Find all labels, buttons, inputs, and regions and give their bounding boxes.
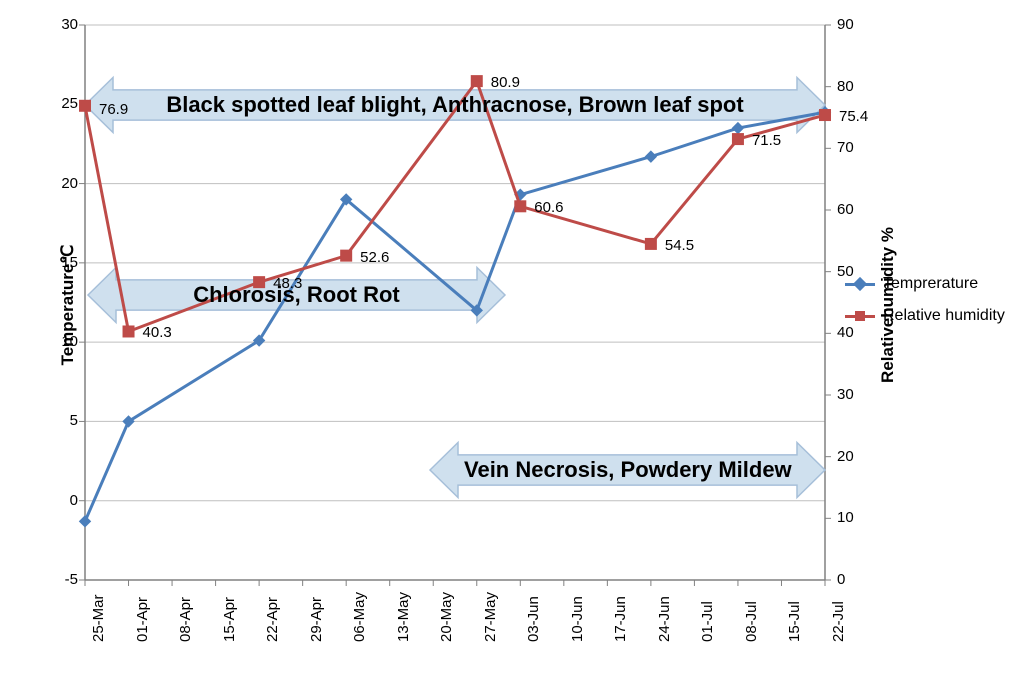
series-marker — [645, 238, 656, 249]
y-right-tick: 90 — [837, 16, 854, 33]
data-label: 71.5 — [752, 132, 781, 149]
series-marker — [471, 76, 482, 87]
series-marker — [515, 201, 526, 212]
annotation-text: Vein Necrosis, Powdery Mildew — [464, 457, 791, 483]
series-marker — [820, 110, 831, 121]
series-marker — [80, 100, 91, 111]
y-left-tick: 10 — [40, 333, 78, 350]
series-marker — [341, 250, 352, 261]
series-marker — [732, 134, 743, 145]
x-tick: 24-Jun — [656, 596, 673, 642]
y-left-tick: 5 — [40, 412, 78, 429]
y-right-tick: 40 — [837, 324, 854, 341]
y-right-tick: 10 — [837, 509, 854, 526]
legend-item: Temprerature — [845, 275, 1005, 293]
y-right-tick: 30 — [837, 386, 854, 403]
x-tick: 22-Jul — [830, 601, 847, 642]
data-label: 75.4 — [839, 108, 868, 125]
y-left-axis-label: Temperature℃ — [58, 205, 78, 405]
x-tick: 27-May — [482, 592, 499, 642]
series-marker — [732, 123, 743, 134]
x-tick: 22-Apr — [264, 597, 281, 642]
x-tick: 20-May — [438, 592, 455, 642]
y-left-tick: 15 — [40, 254, 78, 271]
diamond-marker-icon — [853, 276, 867, 290]
x-tick: 15-Apr — [221, 597, 238, 642]
x-tick: 15-Jul — [786, 601, 803, 642]
x-tick: 29-Apr — [308, 597, 325, 642]
square-marker-icon — [855, 311, 865, 321]
annotation-text: Chlorosis, Root Rot — [122, 282, 471, 308]
data-label: 80.9 — [491, 74, 520, 91]
x-tick: 08-Jul — [743, 601, 760, 642]
legend-label: Relative humidity — [883, 307, 1005, 325]
y-left-tick: 0 — [40, 492, 78, 509]
x-tick: 17-Jun — [612, 596, 629, 642]
legend-line-icon — [845, 315, 875, 318]
x-tick: 01-Jul — [699, 601, 716, 642]
y-left-tick: 20 — [40, 175, 78, 192]
chart-legend: Temprerature Relative humidity — [845, 275, 1005, 339]
y-left-tick: -5 — [40, 571, 78, 588]
data-label: 54.5 — [665, 237, 694, 254]
legend-label: Temprerature — [883, 275, 978, 293]
x-tick: 10-Jun — [569, 596, 586, 642]
y-right-tick: 0 — [837, 571, 845, 588]
series-marker — [80, 516, 91, 527]
series-marker — [123, 326, 134, 337]
y-right-tick: 80 — [837, 78, 854, 95]
series-marker — [645, 151, 656, 162]
legend-line-icon — [845, 283, 875, 286]
x-tick: 03-Jun — [525, 596, 542, 642]
y-right-tick: 70 — [837, 139, 854, 156]
x-tick: 13-May — [395, 592, 412, 642]
y-right-tick: 50 — [837, 263, 854, 280]
annotation-text: Black spotted leaf blight, Anthracnose, … — [119, 92, 791, 118]
x-tick: 06-May — [351, 592, 368, 642]
y-right-tick: 20 — [837, 448, 854, 465]
data-label: 52.6 — [360, 249, 389, 266]
data-label: 60.6 — [534, 199, 563, 216]
y-left-tick: 25 — [40, 95, 78, 112]
x-tick: 08-Apr — [177, 597, 194, 642]
y-left-tick: 30 — [40, 16, 78, 33]
x-tick: 25-Mar — [90, 594, 107, 642]
legend-item: Relative humidity — [845, 307, 1005, 325]
x-tick: 01-Apr — [134, 597, 151, 642]
data-label: 40.3 — [143, 324, 172, 341]
y-right-tick: 60 — [837, 201, 854, 218]
